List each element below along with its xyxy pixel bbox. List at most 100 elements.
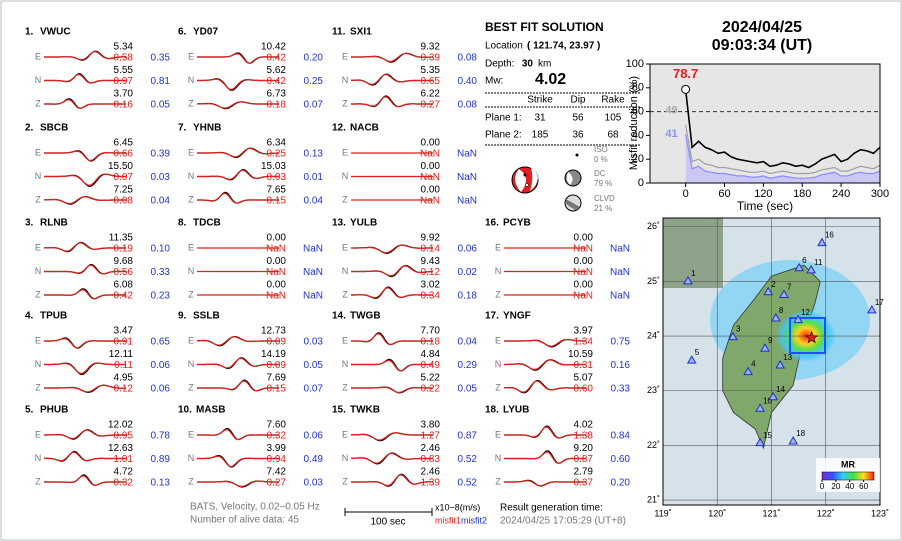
- component-label: Z: [342, 382, 348, 392]
- component-percent: 0 %: [594, 155, 608, 164]
- amplitude: 7.60: [267, 420, 287, 431]
- station-label: 14: [776, 385, 785, 394]
- misfit1: 0.97: [114, 76, 134, 87]
- misfit2: 0.05: [304, 360, 324, 371]
- station-name: LYUB: [503, 405, 529, 416]
- component-label: E: [495, 429, 501, 439]
- station-label: 12: [801, 308, 810, 317]
- misfit1: 0.22: [421, 384, 441, 395]
- waveform-synthetic: [44, 362, 126, 374]
- x-tick-label: 119˚: [654, 508, 671, 518]
- waveform-synthetic: [351, 359, 433, 372]
- y-tick-label: 24˚: [647, 330, 660, 340]
- misfit1: NaN: [420, 172, 440, 183]
- y-tick-label: 21˚: [647, 494, 660, 504]
- component-label: N: [188, 266, 195, 276]
- map-land: [663, 218, 723, 288]
- station-number: 8.: [178, 218, 187, 229]
- x-tick-label: 121˚: [762, 508, 780, 518]
- component-label: ISO: [594, 145, 608, 154]
- misfit1: 0.12: [421, 267, 441, 278]
- component-label: N: [35, 453, 42, 463]
- station-name: TWGB: [350, 311, 381, 322]
- waveform-synthetic: [351, 244, 433, 254]
- location-value: ( 121.74, 23.97 ): [527, 41, 600, 52]
- station-marker: [728, 331, 738, 341]
- station-label: 1: [691, 269, 696, 278]
- colorbar-tick-label: 40: [845, 482, 854, 491]
- misfit1: NaN: [266, 291, 286, 302]
- misfit1: 0.08: [114, 196, 134, 207]
- misfit2: 0.20: [611, 478, 631, 489]
- misfit2: 0.13: [151, 478, 171, 489]
- waveform-synthetic: [44, 196, 126, 205]
- waveform-synthetic: [351, 474, 434, 487]
- y-tick-label: 26˚: [647, 221, 660, 231]
- misfit2: 0.49: [304, 454, 324, 465]
- station-name: SSLB: [193, 311, 220, 322]
- misfit2: NaN: [610, 291, 630, 302]
- amplitude: 0.00: [267, 256, 287, 267]
- misfit1: 0.19: [114, 244, 134, 255]
- component-label: N: [188, 75, 195, 85]
- misfit1: 0.32: [267, 431, 287, 442]
- component-label: Z: [35, 476, 41, 486]
- amplitude: 0.00: [574, 256, 594, 267]
- table-cell: 68: [607, 130, 619, 141]
- alive-text: Number of alive data: 45: [190, 515, 299, 526]
- misfit2: 0.16: [611, 360, 631, 371]
- misfit1: 0.18: [421, 337, 441, 348]
- amplitude: 11.35: [109, 233, 134, 244]
- waveform-synthetic: [44, 73, 126, 84]
- station-label: 10: [763, 396, 772, 405]
- amplitude: 10.59: [568, 349, 593, 360]
- component-label: N: [188, 359, 195, 369]
- component-label: E: [188, 51, 194, 61]
- component-label: N: [495, 453, 502, 463]
- station-number: 15.: [332, 405, 346, 416]
- x-tick-label: 0: [683, 188, 689, 200]
- series-line: [685, 134, 881, 179]
- waveform-synthetic: [504, 426, 586, 439]
- y-tick-label: 25˚: [647, 276, 660, 286]
- amplitude: 5.22: [421, 373, 441, 384]
- start-marker: [681, 84, 691, 94]
- misfit2: 0.23: [151, 291, 171, 302]
- amplitude: 2.46: [421, 467, 441, 478]
- station-name: RLNB: [40, 218, 68, 229]
- misfit2-legend: misfit2: [461, 515, 487, 525]
- misfit2: 0.06: [151, 384, 171, 395]
- station-name: SXI1: [350, 27, 372, 38]
- waveform-synthetic: [44, 99, 126, 109]
- amplitude: 7.69: [267, 373, 287, 384]
- waveform-synthetic: [351, 386, 433, 393]
- table-cell: 105: [605, 113, 622, 124]
- station-label: 4: [751, 360, 756, 369]
- station-label: 5: [695, 348, 700, 357]
- component-label: Z: [188, 289, 194, 299]
- amplitude: 9.32: [421, 42, 441, 53]
- station-marker: [770, 313, 781, 322]
- waveform-synthetic: [504, 338, 586, 347]
- table-cell: Plane 1:: [485, 113, 522, 124]
- misfit2: 0.25: [304, 76, 324, 87]
- misfit1: 0.11: [114, 360, 133, 371]
- misfit2: NaN: [303, 244, 323, 255]
- waveform-synthetic: [351, 96, 433, 108]
- waveform-synthetic: [350, 432, 433, 441]
- misfit1: 0.18: [267, 100, 287, 111]
- map-frame: [662, 217, 881, 506]
- waveform-synthetic: [44, 173, 126, 186]
- amplitude: 9.20: [574, 443, 594, 454]
- amplitude: 6.22: [421, 89, 441, 100]
- station-label: 2: [771, 280, 776, 289]
- amplitude: 0.00: [267, 233, 287, 244]
- station-marker: [788, 436, 799, 445]
- station-number: 4.: [25, 311, 34, 322]
- amplitude: 3.47: [114, 326, 134, 337]
- filter-text: BATS, Velocity, 0.02–0.05 Hz: [190, 502, 320, 513]
- amplitude: 3.97: [574, 326, 594, 337]
- component-label: Z: [188, 98, 194, 108]
- y-tick-label: 60: [632, 106, 644, 118]
- misfit1: 0.32: [114, 478, 134, 489]
